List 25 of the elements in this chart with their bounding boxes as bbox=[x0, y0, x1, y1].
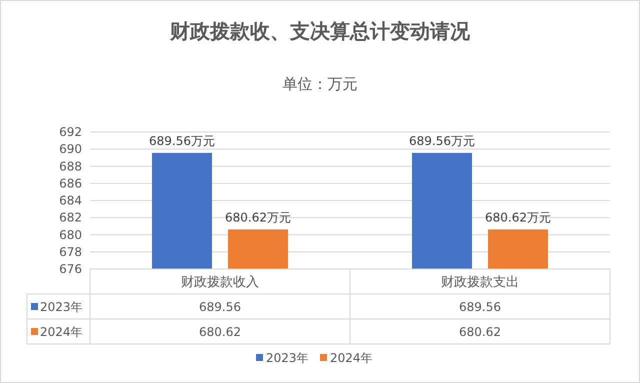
annotation: 680.62万元 bbox=[225, 210, 291, 224]
x-tick-label: 财政拨款收入 bbox=[181, 275, 259, 290]
y-tick-label: 684 bbox=[59, 194, 82, 208]
annotation: 689.56万元 bbox=[149, 134, 215, 148]
y-tick-label: 690 bbox=[59, 142, 82, 156]
y-tick-label: 682 bbox=[59, 210, 82, 225]
data-label: 689.56 bbox=[199, 300, 241, 314]
plot: 676 678 680 682 684 686 688 690 692 689.56万元 680.62万元 689.56万元 680.62万元 财政拨款收入 财政拨款支出 2023年 689.56 689.56 2024年 680.62 680.62 bbox=[26, 125, 610, 344]
data-label: 689.56 bbox=[459, 300, 501, 314]
chart-subtitle: 单位：万元 bbox=[282, 75, 358, 93]
y-tick-label: 692 bbox=[59, 125, 82, 139]
chart-title: 财政拨款收、支决算总计变动请况 bbox=[169, 19, 471, 43]
y-tick-label: 678 bbox=[59, 244, 82, 259]
annotation: 689.56万元 bbox=[409, 134, 475, 148]
annotation: 680.62万元 bbox=[485, 210, 551, 224]
x-tick-label: 财政拨款支出 bbox=[441, 275, 519, 290]
data-label: 680.62 bbox=[459, 325, 501, 339]
y-tick-label: 686 bbox=[59, 176, 82, 190]
y-tick-label: 688 bbox=[59, 159, 82, 174]
legend: 2023年 2024年 bbox=[256, 351, 373, 365]
legend-label: 2024年 bbox=[330, 351, 373, 365]
y-tick-label: 676 bbox=[59, 262, 82, 276]
y-tick-label: 680 bbox=[59, 228, 82, 242]
data-label: 680.62 bbox=[199, 325, 241, 339]
legend-label: 2023年 bbox=[40, 300, 83, 314]
